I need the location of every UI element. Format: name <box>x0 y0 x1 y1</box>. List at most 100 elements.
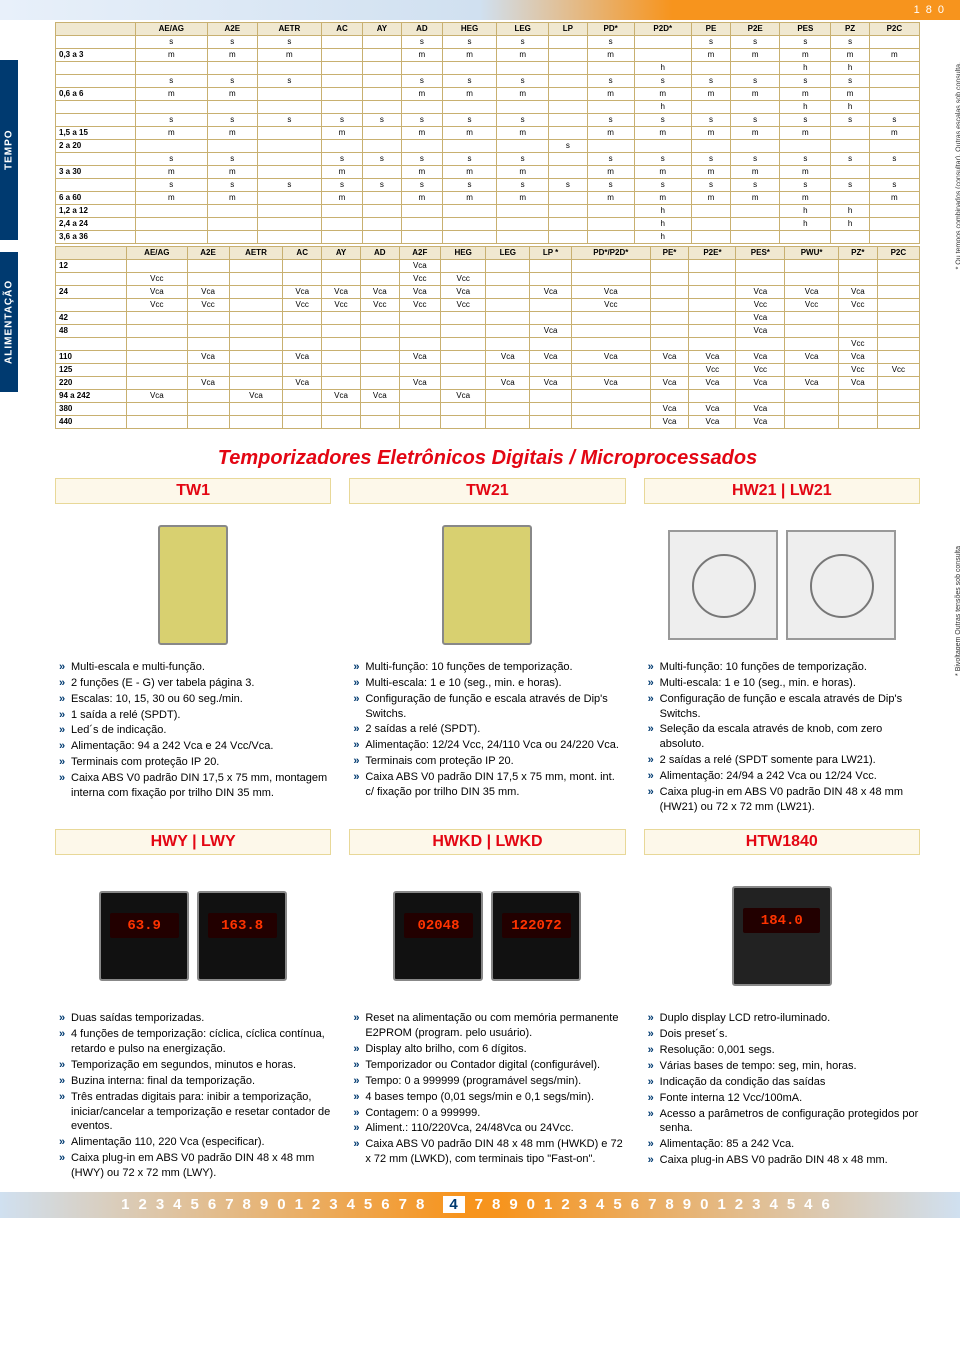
cell: m <box>731 88 780 101</box>
cell <box>530 338 572 351</box>
cell <box>877 351 919 364</box>
cell: Vca <box>785 351 839 364</box>
feature-item: Resolução: 0,001 segs. <box>648 1043 920 1058</box>
product-image: 02048122072 <box>349 861 625 1011</box>
cell <box>401 231 442 244</box>
cell: s <box>634 179 691 192</box>
cell <box>363 62 402 75</box>
cell <box>691 231 730 244</box>
cell: s <box>321 153 362 166</box>
cell <box>360 403 399 416</box>
cell <box>440 377 485 390</box>
cell: s <box>780 75 831 88</box>
cell <box>497 101 549 114</box>
cell: s <box>549 179 587 192</box>
cell: s <box>363 153 402 166</box>
cell <box>443 62 497 75</box>
cell <box>731 62 780 75</box>
cell: Vcc <box>572 299 651 312</box>
table-row: 440VcaVcaVca <box>56 416 920 429</box>
footer-left: 123456789012345678 <box>121 1196 433 1213</box>
cell: m <box>135 88 207 101</box>
cell <box>689 325 736 338</box>
cell: Vcc <box>360 299 399 312</box>
cell: Vcc <box>322 299 361 312</box>
cell <box>56 273 127 286</box>
table-row: VccVccVccVccVccVccVccVccVccVccVcc <box>56 299 920 312</box>
col-header: PD* <box>587 23 634 36</box>
cell <box>530 390 572 403</box>
cell <box>831 192 869 205</box>
feature-list: Reset na alimentação ou com memória perm… <box>349 1011 625 1166</box>
feature-item: Acesso a parâmetros de configuração prot… <box>648 1107 920 1137</box>
feature-item: Fonte interna 12 Vcc/100mA. <box>648 1091 920 1106</box>
cell <box>207 101 257 114</box>
cell <box>634 140 691 153</box>
feature-item: Display alto brilho, com 6 dígitos. <box>353 1042 625 1057</box>
cell: h <box>780 62 831 75</box>
cell: m <box>135 192 207 205</box>
table-row: ssssssssssssss <box>56 153 920 166</box>
cell <box>572 416 651 429</box>
feature-item: Alimentação: 12/24 Vcc, 24/110 Vca ou 24… <box>353 738 625 753</box>
col-header: LP * <box>530 247 572 260</box>
cell: Vca <box>736 312 785 325</box>
feature-list: Multi-função: 10 funções de temporização… <box>644 660 920 814</box>
cell <box>229 403 283 416</box>
cell: m <box>443 166 497 179</box>
cell: s <box>691 153 730 166</box>
cell <box>187 338 229 351</box>
table-row: sssssssssssssss <box>56 114 920 127</box>
cell <box>207 140 257 153</box>
cell <box>869 231 919 244</box>
cell <box>731 231 780 244</box>
cell <box>869 88 919 101</box>
cell: m <box>831 88 869 101</box>
cell <box>322 377 361 390</box>
cell: m <box>207 127 257 140</box>
cell: Vcc <box>187 299 229 312</box>
cell <box>869 205 919 218</box>
cell <box>689 260 736 273</box>
cell <box>587 101 634 114</box>
cell <box>877 338 919 351</box>
cell: s <box>780 114 831 127</box>
cell <box>321 205 362 218</box>
cell: m <box>257 49 321 62</box>
cell: 380 <box>56 403 127 416</box>
cell <box>689 286 736 299</box>
cell <box>689 312 736 325</box>
cell: s <box>831 75 869 88</box>
feature-item: Terminais com proteção IP 20. <box>59 755 331 770</box>
cell: Vca <box>283 351 322 364</box>
cell: 24 <box>56 286 127 299</box>
feature-item: Alimentação: 85 a 242 Vca. <box>648 1137 920 1152</box>
cell: Vca <box>283 377 322 390</box>
table-row: 1,5 a 15mmmmmmmmmmmm <box>56 127 920 140</box>
cell: h <box>780 101 831 114</box>
cell <box>877 286 919 299</box>
cell <box>838 416 877 429</box>
cell <box>877 312 919 325</box>
cell <box>530 273 572 286</box>
cell: m <box>587 88 634 101</box>
table-row: 1,2 a 12hhh <box>56 205 920 218</box>
cell: Vcc <box>736 299 785 312</box>
cell: 0,3 a 3 <box>56 49 136 62</box>
cell: h <box>831 101 869 114</box>
cell: m <box>831 49 869 62</box>
cell <box>321 49 362 62</box>
product-image <box>349 510 625 660</box>
feature-item: Tempo: 0 a 999999 (programável segs/min)… <box>353 1074 625 1089</box>
cell: s <box>691 75 730 88</box>
alim-table-wrap: * Bivoltagem Outras tensões sob consulta… <box>55 246 920 429</box>
cell: Vca <box>530 325 572 338</box>
cell <box>497 205 549 218</box>
product-image: 63.9163.8 <box>55 861 331 1011</box>
cell: s <box>401 153 442 166</box>
cell: Vca <box>229 390 283 403</box>
footer-right: 789012345678901234546 <box>475 1196 839 1213</box>
cell <box>257 205 321 218</box>
cell: Vca <box>736 286 785 299</box>
cell: Vca <box>650 377 689 390</box>
